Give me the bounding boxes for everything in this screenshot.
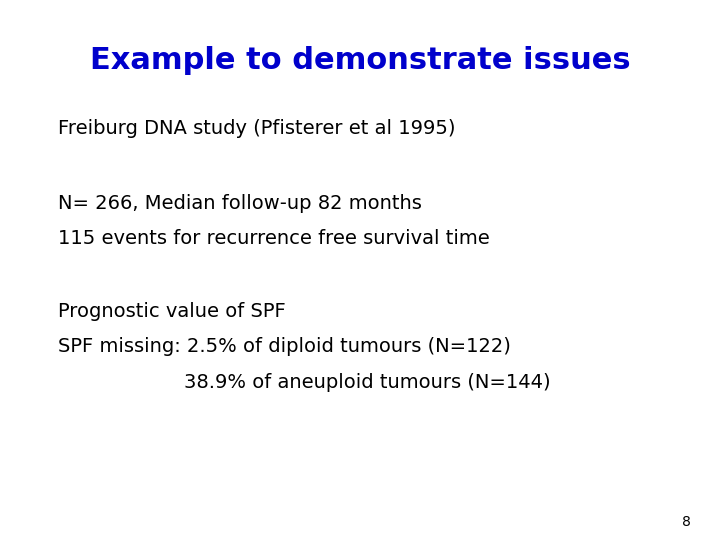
Text: SPF missing: 2.5% of diploid tumours (N=122): SPF missing: 2.5% of diploid tumours (N=… — [58, 338, 510, 356]
Text: 8: 8 — [683, 515, 691, 529]
Text: Prognostic value of SPF: Prognostic value of SPF — [58, 302, 285, 321]
Text: Example to demonstrate issues: Example to demonstrate issues — [90, 46, 630, 75]
Text: 38.9% of aneuploid tumours (N=144): 38.9% of aneuploid tumours (N=144) — [184, 373, 550, 392]
Text: Freiburg DNA study (Pfisterer et al 1995): Freiburg DNA study (Pfisterer et al 1995… — [58, 119, 455, 138]
Text: 115 events for recurrence free survival time: 115 events for recurrence free survival … — [58, 230, 490, 248]
Text: N= 266, Median follow-up 82 months: N= 266, Median follow-up 82 months — [58, 194, 421, 213]
